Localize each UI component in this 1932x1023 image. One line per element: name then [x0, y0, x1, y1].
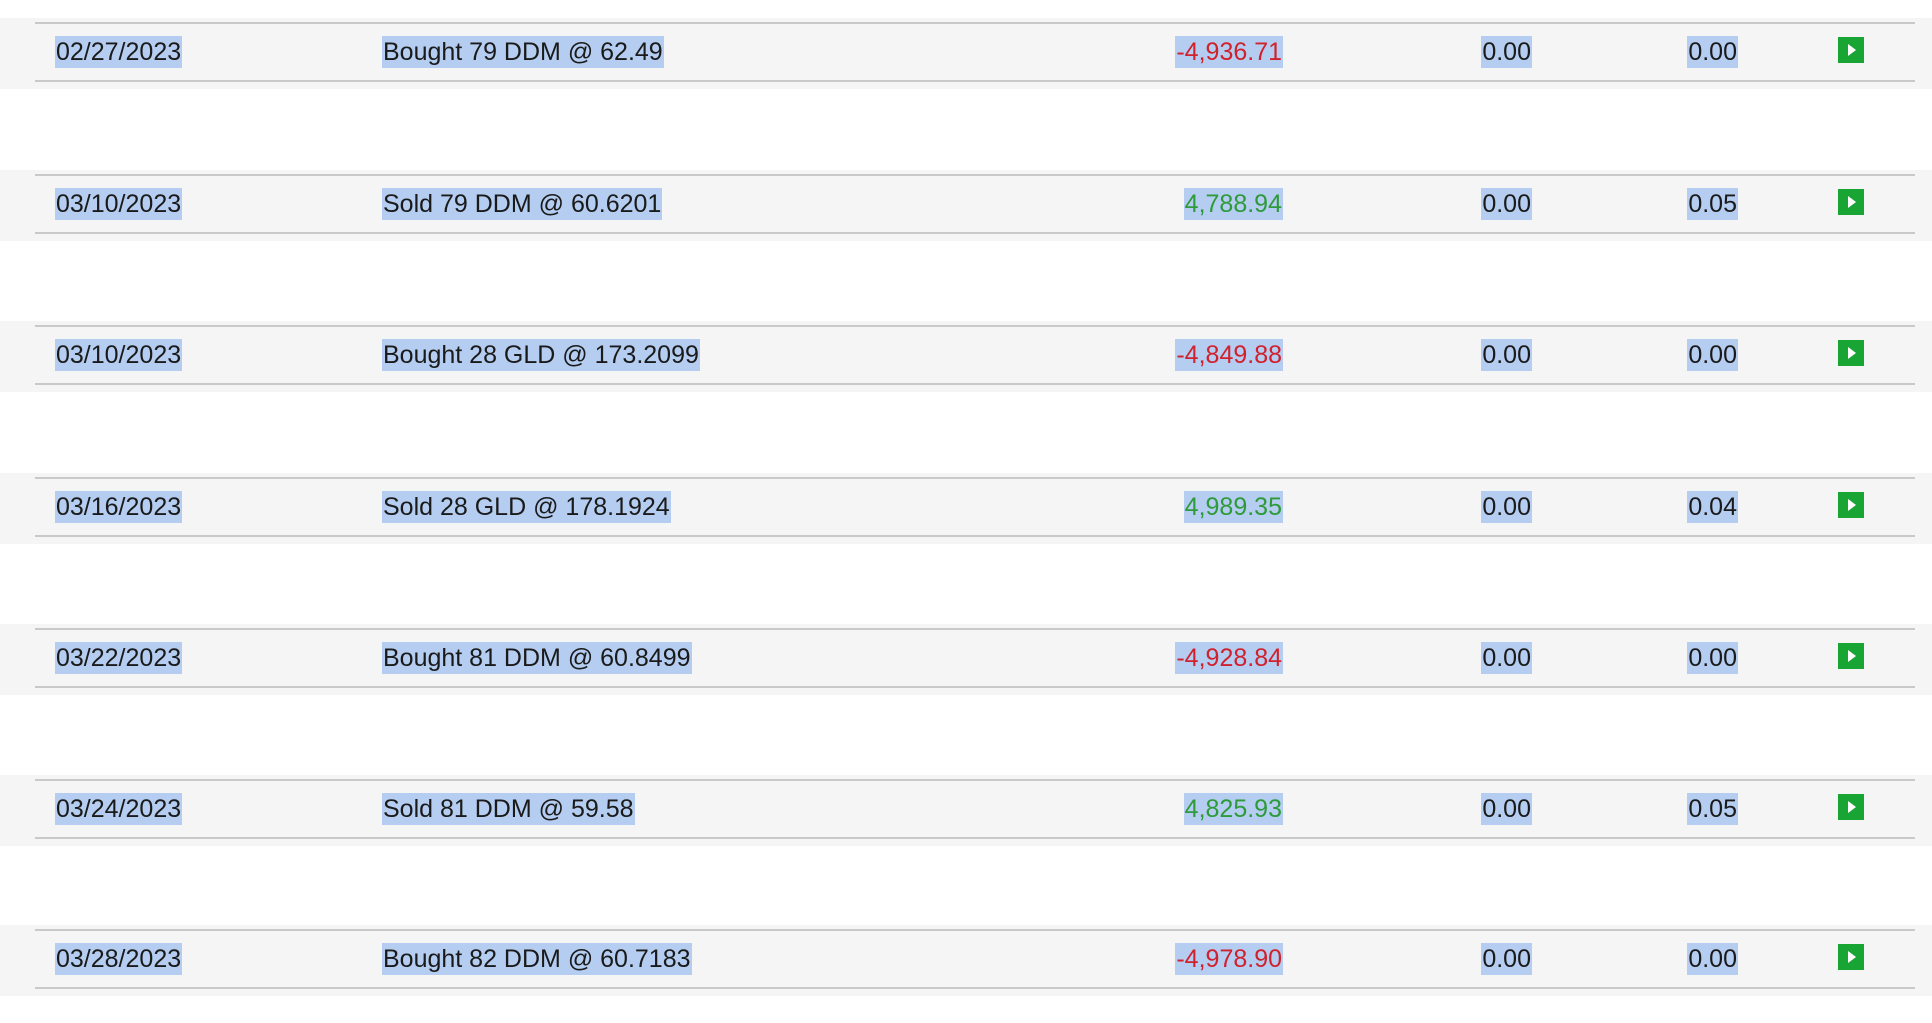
- transaction-value-1-cell: 0.00: [1481, 24, 1532, 80]
- transaction-description: Sold 79 DDM @ 60.6201: [382, 188, 663, 220]
- play-icon: [1848, 951, 1856, 963]
- transaction-amount: -4,978.90: [1175, 943, 1283, 975]
- expand-row-button[interactable]: [1838, 492, 1864, 518]
- transaction-amount-cell: -4,978.90: [1175, 931, 1283, 987]
- transaction-value-1: 0.00: [1481, 642, 1532, 674]
- transaction-amount: -4,928.84: [1175, 642, 1283, 674]
- play-icon: [1848, 44, 1856, 56]
- transaction-value-2-cell: 0.00: [1687, 327, 1738, 383]
- expand-row-button[interactable]: [1838, 643, 1864, 669]
- transaction-row[interactable]: 03/16/2023 Sold 28 GLD @ 178.1924 4,989.35…: [35, 477, 1915, 537]
- transaction-value-1-cell: 0.00: [1481, 479, 1532, 535]
- transaction-date-cell: 03/10/2023: [55, 176, 183, 232]
- transaction-value-1-cell: 0.00: [1481, 781, 1532, 837]
- transaction-date: 03/24/2023: [55, 793, 183, 825]
- expand-row-button[interactable]: [1838, 189, 1864, 215]
- transaction-date: 03/10/2023: [55, 339, 183, 371]
- transaction-value-2-cell: 0.05: [1687, 781, 1738, 837]
- transaction-description-cell: Bought 28 GLD @ 173.2099: [382, 327, 700, 383]
- transaction-value-1: 0.00: [1481, 793, 1532, 825]
- transaction-date-cell: 03/24/2023: [55, 781, 183, 837]
- transaction-date: 03/10/2023: [55, 188, 183, 220]
- row-background: [0, 775, 1932, 846]
- transaction-description-cell: Sold 79 DDM @ 60.6201: [382, 176, 663, 232]
- row-background: [0, 624, 1932, 695]
- play-icon: [1848, 650, 1856, 662]
- transaction-description-cell: Bought 81 DDM @ 60.8499: [382, 630, 692, 686]
- transaction-value-1: 0.00: [1481, 36, 1532, 68]
- transaction-value-1: 0.00: [1481, 491, 1532, 523]
- transaction-date: 02/27/2023: [55, 36, 183, 68]
- transaction-amount-cell: 4,788.94: [1183, 176, 1283, 232]
- transaction-date-cell: 02/27/2023: [55, 24, 183, 80]
- play-icon: [1848, 801, 1856, 813]
- transaction-row[interactable]: 03/10/2023 Bought 28 GLD @ 173.2099 -4,849…: [35, 325, 1915, 385]
- transaction-value-2-cell: 0.00: [1687, 931, 1738, 987]
- transaction-amount-cell: -4,936.71: [1175, 24, 1283, 80]
- transaction-row[interactable]: 03/28/2023 Bought 82 DDM @ 60.7183 -4,978.…: [35, 929, 1915, 989]
- transaction-value-2-cell: 0.05: [1687, 176, 1738, 232]
- transaction-value-2: 0.00: [1687, 943, 1738, 975]
- transaction-value-2: 0.00: [1687, 339, 1738, 371]
- row-background: [0, 170, 1932, 241]
- transaction-value-2: 0.00: [1687, 642, 1738, 674]
- transaction-value-1-cell: 0.00: [1481, 630, 1532, 686]
- expand-row-button[interactable]: [1838, 794, 1864, 820]
- transaction-amount: 4,788.94: [1183, 188, 1283, 220]
- transaction-date: 03/16/2023: [55, 491, 183, 523]
- transaction-date-cell: 03/28/2023: [55, 931, 183, 987]
- transaction-amount-cell: 4,825.93: [1183, 781, 1283, 837]
- transaction-description: Sold 81 DDM @ 59.58: [382, 793, 635, 825]
- transaction-date-cell: 03/22/2023: [55, 630, 183, 686]
- transaction-value-1-cell: 0.00: [1481, 931, 1532, 987]
- transaction-description: Bought 81 DDM @ 60.8499: [382, 642, 692, 674]
- transaction-value-2-cell: 0.00: [1687, 24, 1738, 80]
- transaction-description: Sold 28 GLD @ 178.1924: [382, 491, 671, 523]
- expand-row-button[interactable]: [1838, 37, 1864, 63]
- row-background: [0, 925, 1932, 996]
- transaction-amount-cell: 4,989.35: [1183, 479, 1283, 535]
- transaction-value-1-cell: 0.00: [1481, 327, 1532, 383]
- transaction-amount-cell: -4,928.84: [1175, 630, 1283, 686]
- transaction-date-cell: 03/16/2023: [55, 479, 183, 535]
- transaction-row[interactable]: 02/27/2023 Bought 79 DDM @ 62.49 -4,936.71…: [35, 22, 1915, 82]
- transaction-value-1: 0.00: [1481, 339, 1532, 371]
- transaction-value-1: 0.00: [1481, 943, 1532, 975]
- transaction-amount: 4,989.35: [1183, 491, 1283, 523]
- transaction-amount-cell: -4,849.88: [1175, 327, 1283, 383]
- transaction-description: Bought 79 DDM @ 62.49: [382, 36, 664, 68]
- play-icon: [1848, 499, 1856, 511]
- row-background: [0, 321, 1932, 392]
- transaction-row[interactable]: 03/24/2023 Sold 81 DDM @ 59.58 4,825.93 0.0…: [35, 779, 1915, 839]
- transaction-row[interactable]: 03/10/2023 Sold 79 DDM @ 60.6201 4,788.94 0…: [35, 174, 1915, 234]
- transaction-value-2-cell: 0.04: [1687, 479, 1738, 535]
- transaction-description: Bought 82 DDM @ 60.7183: [382, 943, 692, 975]
- transaction-value-2: 0.05: [1687, 188, 1738, 220]
- row-background: [0, 473, 1932, 544]
- transaction-description: Bought 28 GLD @ 173.2099: [382, 339, 700, 371]
- transaction-date: 03/28/2023: [55, 943, 183, 975]
- transaction-value-2: 0.04: [1687, 491, 1738, 523]
- transaction-description-cell: Sold 28 GLD @ 178.1924: [382, 479, 671, 535]
- expand-row-button[interactable]: [1838, 340, 1864, 366]
- transaction-description-cell: Sold 81 DDM @ 59.58: [382, 781, 635, 837]
- transaction-amount: -4,849.88: [1175, 339, 1283, 371]
- expand-row-button[interactable]: [1838, 944, 1864, 970]
- transaction-description-cell: Bought 79 DDM @ 62.49: [382, 24, 664, 80]
- row-background: [0, 18, 1932, 89]
- transaction-value-2-cell: 0.00: [1687, 630, 1738, 686]
- transaction-date: 03/22/2023: [55, 642, 183, 674]
- transaction-value-1: 0.00: [1481, 188, 1532, 220]
- transaction-date-cell: 03/10/2023: [55, 327, 183, 383]
- transaction-value-2: 0.05: [1687, 793, 1738, 825]
- transaction-row[interactable]: 03/22/2023 Bought 81 DDM @ 60.8499 -4,928.…: [35, 628, 1915, 688]
- transaction-description-cell: Bought 82 DDM @ 60.7183: [382, 931, 692, 987]
- transaction-amount: 4,825.93: [1183, 793, 1283, 825]
- play-icon: [1848, 196, 1856, 208]
- transaction-value-1-cell: 0.00: [1481, 176, 1532, 232]
- play-icon: [1848, 347, 1856, 359]
- transaction-amount: -4,936.71: [1175, 36, 1283, 68]
- transaction-value-2: 0.00: [1687, 36, 1738, 68]
